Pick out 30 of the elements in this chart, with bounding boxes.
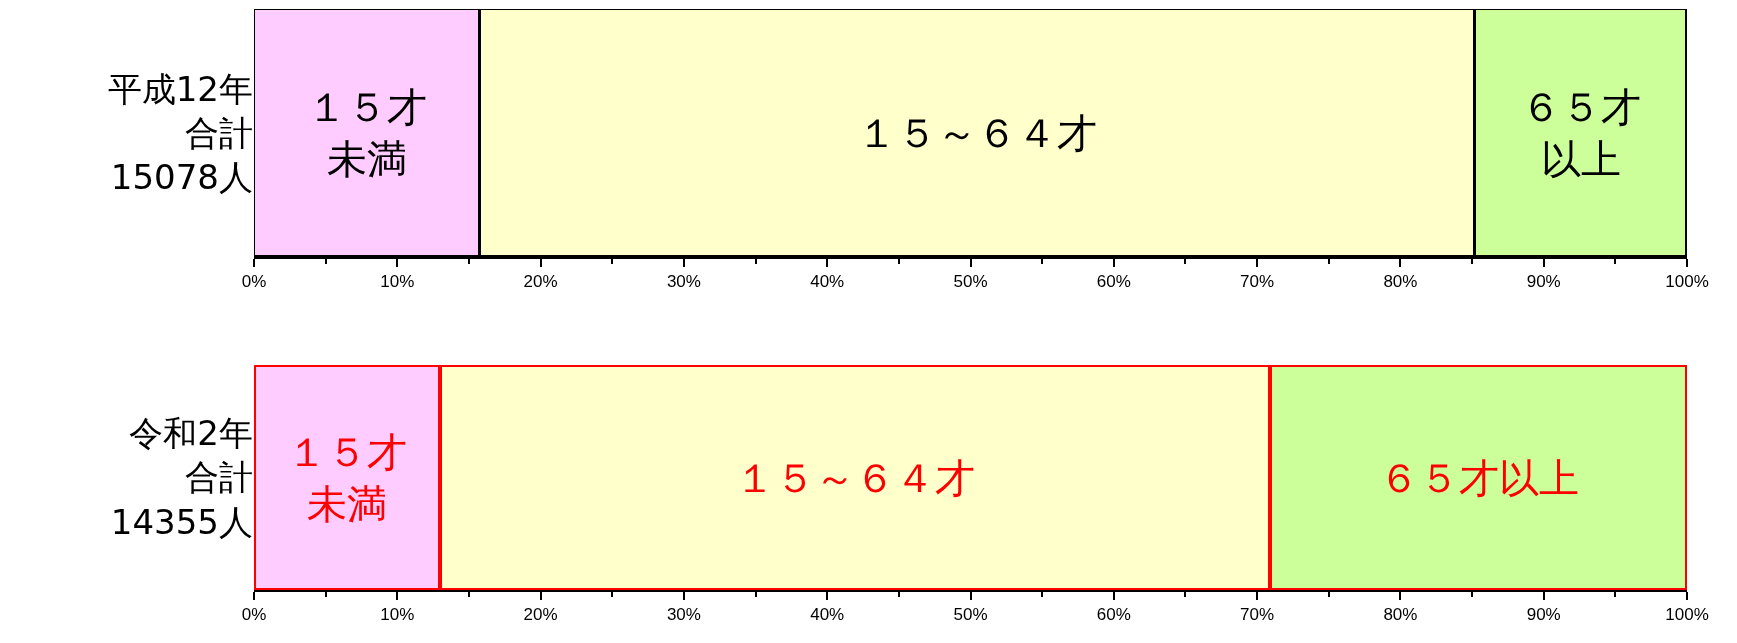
- x-tick-label: 70%: [1240, 605, 1275, 625]
- y-tick-label: 平成12年合計15078人: [107, 68, 253, 198]
- x-tick-label: 30%: [666, 605, 701, 625]
- series-label: １５～６４才: [857, 109, 1097, 156]
- x-tick-label: 70%: [1240, 272, 1275, 292]
- x-tick-label: 40%: [810, 605, 845, 625]
- x-tick-label: 30%: [666, 272, 701, 292]
- x-tick-label: 60%: [1096, 605, 1131, 625]
- y-tick-label: 令和2年合計14355人: [110, 413, 253, 542]
- x-tick-label: 10%: [380, 272, 415, 292]
- x-tick-label: 80%: [1383, 272, 1418, 292]
- x-tick-label: 100%: [1665, 605, 1709, 625]
- x-tick-label: 80%: [1383, 605, 1418, 625]
- x-tick-label: 0%: [241, 605, 267, 625]
- x-tick-label: 90%: [1526, 272, 1561, 292]
- x-tick-label: 100%: [1665, 272, 1709, 292]
- series-label: １５才未満: [306, 83, 427, 182]
- x-tick-label: 50%: [953, 272, 988, 292]
- series-label: １５～６４才: [735, 454, 975, 501]
- x-tick-label: 0%: [241, 272, 267, 292]
- x-tick-label: 90%: [1526, 605, 1561, 625]
- series-label: ６５才以上: [1520, 83, 1641, 182]
- x-tick-label: 60%: [1096, 272, 1131, 292]
- x-tick-label: 20%: [523, 605, 558, 625]
- x-tick-label: 20%: [523, 272, 558, 292]
- x-tick-label: 10%: [380, 605, 415, 625]
- series-label: １５才未満: [287, 428, 407, 527]
- x-tick-label: 50%: [953, 605, 988, 625]
- series-label: ６５才以上: [1378, 454, 1579, 501]
- x-tick-label: 40%: [810, 272, 845, 292]
